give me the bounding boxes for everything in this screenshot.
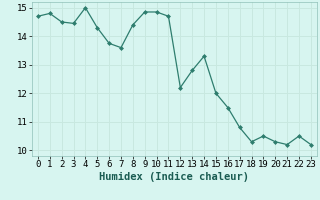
X-axis label: Humidex (Indice chaleur): Humidex (Indice chaleur) xyxy=(100,172,249,182)
